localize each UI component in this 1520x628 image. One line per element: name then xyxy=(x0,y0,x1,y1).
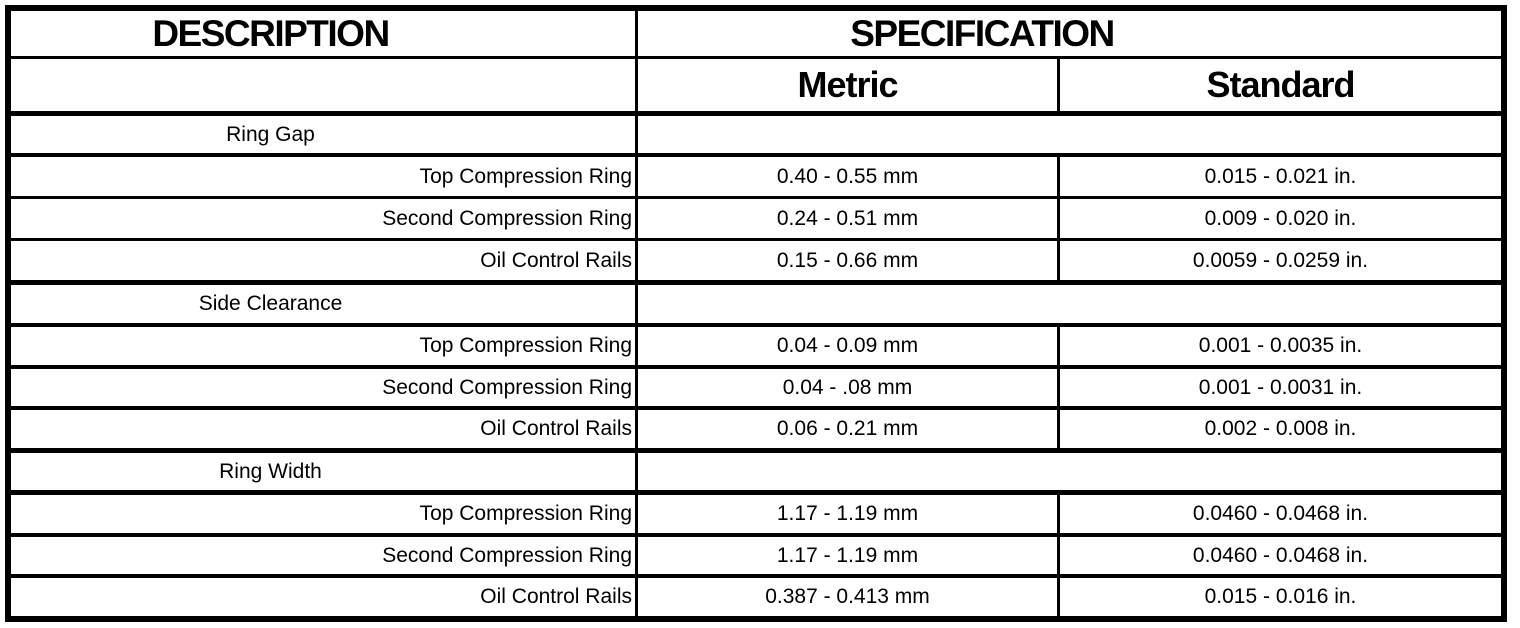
metric-header-label: Metric xyxy=(797,64,898,105)
category-row-side-clearance: Side Clearance xyxy=(11,280,1501,323)
category-label: Side Clearance xyxy=(198,292,343,315)
metric-cell: 0.06 - 0.21 mm xyxy=(638,410,1060,448)
item-label: Top Compression Ring xyxy=(419,334,632,357)
metric-value: 0.04 - .08 mm xyxy=(782,375,913,399)
standard-cell: 0.001 - 0.0031 in. xyxy=(1060,369,1501,406)
standard-cell: 0.002 - 0.008 in. xyxy=(1060,410,1501,448)
category-label: Ring Gap xyxy=(226,122,315,146)
metric-value: 0.04 - 0.09 mm xyxy=(776,334,919,357)
metric-cell: 0.04 - 0.09 mm xyxy=(638,327,1060,365)
standard-value: 0.0460 - 0.0468 in. xyxy=(1192,502,1369,525)
specification-empty-cell xyxy=(638,285,1501,323)
spec-row: Top Compression Ring 0.04 - 0.09 mm 0.00… xyxy=(11,323,1501,365)
item-label: Oil Control Rails xyxy=(480,248,632,272)
standard-value: 0.015 - 0.021 in. xyxy=(1204,164,1357,188)
description-cell: Side Clearance xyxy=(11,285,638,323)
metric-value: 0.06 - 0.21 mm xyxy=(776,417,919,440)
standard-value: 0.001 - 0.0035 in. xyxy=(1198,334,1363,357)
spec-row: Top Compression Ring 1.17 - 1.19 mm 0.04… xyxy=(11,490,1501,533)
metric-cell: 0.24 - 0.51 mm xyxy=(638,199,1060,238)
standard-header: Standard xyxy=(1060,59,1501,111)
standard-header-label: Standard xyxy=(1206,64,1355,105)
spec-row: Oil Control Rails 0.387 - 0.413 mm 0.015… xyxy=(11,574,1501,616)
description-cell: Oil Control Rails xyxy=(11,241,638,280)
metric-cell: 0.04 - .08 mm xyxy=(638,369,1060,406)
description-cell: Top Compression Ring xyxy=(11,157,638,196)
standard-value: 0.009 - 0.020 in. xyxy=(1204,206,1357,230)
metric-cell: 0.15 - 0.66 mm xyxy=(638,241,1060,280)
description-header: DESCRIPTION xyxy=(11,11,638,56)
specification-header-label: SPECIFICATION xyxy=(850,12,1115,54)
item-label: Second Compression Ring xyxy=(382,543,632,567)
category-label: Ring Width xyxy=(219,459,322,483)
table-header-row-2: Metric Standard xyxy=(11,56,1501,111)
metric-value: 1.17 - 1.19 mm xyxy=(776,543,919,567)
table-header-row-1: DESCRIPTION SPECIFICATION xyxy=(11,11,1501,56)
spec-row: Second Compression Ring 0.24 - 0.51 mm 0… xyxy=(11,196,1501,238)
description-cell: Top Compression Ring xyxy=(11,327,638,365)
category-row-ring-gap: Ring Gap xyxy=(11,111,1501,153)
standard-cell: 0.0059 - 0.0259 in. xyxy=(1060,241,1501,280)
description-header-label: DESCRIPTION xyxy=(152,12,390,54)
description-cell: Ring Width xyxy=(11,453,638,490)
item-label: Top Compression Ring xyxy=(419,502,632,525)
specification-empty-cell xyxy=(638,116,1501,153)
metric-value: 0.40 - 0.55 mm xyxy=(776,164,919,188)
metric-cell: 0.387 - 0.413 mm xyxy=(638,578,1060,616)
item-label: Second Compression Ring xyxy=(382,375,632,399)
standard-value: 0.001 - 0.0031 in. xyxy=(1198,375,1363,399)
description-cell: Oil Control Rails xyxy=(11,578,638,616)
item-label: Oil Control Rails xyxy=(480,585,632,608)
item-label: Second Compression Ring xyxy=(382,206,632,230)
standard-cell: 0.0460 - 0.0468 in. xyxy=(1060,495,1501,533)
standard-cell: 0.0460 - 0.0468 in. xyxy=(1060,537,1501,574)
standard-cell: 0.015 - 0.021 in. xyxy=(1060,157,1501,196)
specification-empty-cell xyxy=(638,453,1501,490)
metric-value: 0.24 - 0.51 mm xyxy=(776,206,919,230)
metric-cell: 1.17 - 1.19 mm xyxy=(638,495,1060,533)
spec-row: Second Compression Ring 1.17 - 1.19 mm 0… xyxy=(11,533,1501,574)
standard-value: 0.0059 - 0.0259 in. xyxy=(1192,248,1369,272)
item-label: Top Compression Ring xyxy=(419,164,632,188)
description-cell: Ring Gap xyxy=(11,116,638,153)
metric-cell: 0.40 - 0.55 mm xyxy=(638,157,1060,196)
metric-cell: 1.17 - 1.19 mm xyxy=(638,537,1060,574)
spec-table: DESCRIPTION SPECIFICATION Metric Standar… xyxy=(5,5,1507,622)
metric-value: 1.17 - 1.19 mm xyxy=(776,502,919,525)
metric-header: Metric xyxy=(638,59,1060,111)
standard-value: 0.015 - 0.016 in. xyxy=(1204,585,1357,608)
description-header-empty-cell xyxy=(11,59,638,111)
description-cell: Second Compression Ring xyxy=(11,199,638,238)
metric-value: 0.15 - 0.66 mm xyxy=(776,248,919,272)
metric-value: 0.387 - 0.413 mm xyxy=(765,585,930,608)
spec-row: Second Compression Ring 0.04 - .08 mm 0.… xyxy=(11,365,1501,406)
specification-header: SPECIFICATION xyxy=(638,11,1501,56)
category-row-ring-width: Ring Width xyxy=(11,448,1501,490)
standard-cell: 0.001 - 0.0035 in. xyxy=(1060,327,1501,365)
standard-value: 0.0460 - 0.0468 in. xyxy=(1192,543,1369,567)
standard-value: 0.002 - 0.008 in. xyxy=(1204,417,1357,440)
spec-row: Oil Control Rails 0.15 - 0.66 mm 0.0059 … xyxy=(11,238,1501,280)
spec-row: Top Compression Ring 0.40 - 0.55 mm 0.01… xyxy=(11,153,1501,196)
item-label: Oil Control Rails xyxy=(480,417,632,440)
description-cell: Top Compression Ring xyxy=(11,495,638,533)
description-cell: Oil Control Rails xyxy=(11,410,638,448)
spec-row: Oil Control Rails 0.06 - 0.21 mm 0.002 -… xyxy=(11,406,1501,448)
description-cell: Second Compression Ring xyxy=(11,537,638,574)
standard-cell: 0.009 - 0.020 in. xyxy=(1060,199,1501,238)
standard-cell: 0.015 - 0.016 in. xyxy=(1060,578,1501,616)
description-cell: Second Compression Ring xyxy=(11,369,638,406)
